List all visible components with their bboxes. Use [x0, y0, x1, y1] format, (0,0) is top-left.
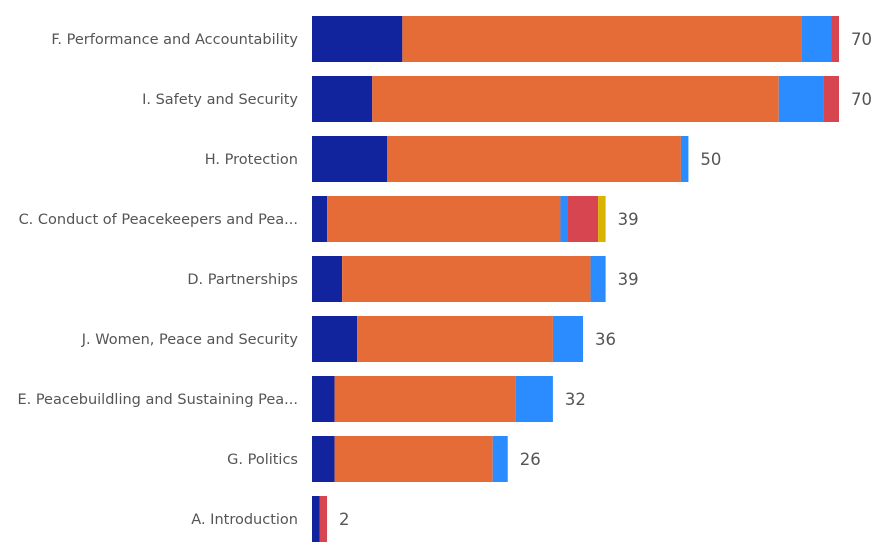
bar-segment-series-1[interactable]: [312, 16, 403, 62]
bar-segment-series-2[interactable]: [342, 256, 591, 302]
total-data-label: 70: [851, 90, 872, 109]
bar-segment-series-4[interactable]: [319, 496, 328, 542]
bar-segment-series-2[interactable]: [334, 436, 493, 482]
bar-segment-series-3[interactable]: [492, 436, 508, 482]
bar-row: H. Protection 50: [205, 136, 721, 182]
bar-segment-series-4[interactable]: [823, 76, 839, 122]
bar-segment-series-3[interactable]: [515, 376, 553, 422]
category-label: I. Safety and Security: [142, 92, 298, 108]
bar-segment-series-3[interactable]: [590, 256, 606, 302]
bar-segment-series-3[interactable]: [560, 196, 568, 242]
bar-segment-series-3[interactable]: [801, 16, 832, 62]
bar-row: J. Women, Peace and Security 36: [81, 316, 616, 362]
bar-segment-series-2[interactable]: [334, 376, 516, 422]
bar-segment-series-4[interactable]: [831, 16, 839, 62]
bar-segment-series-4[interactable]: [567, 196, 599, 242]
bar-segment-series-1[interactable]: [312, 436, 335, 482]
category-label: C. Conduct of Peacekeepers and Pea...: [19, 212, 298, 228]
total-data-label: 70: [851, 30, 872, 49]
bar-row: I. Safety and Security 70: [142, 76, 872, 122]
bar-row: E. Peacebuildling and Sustaining Pea... 3…: [17, 376, 586, 422]
bar-segment-series-5[interactable]: [598, 196, 606, 242]
bar-row: C. Conduct of Peacekeepers and Pea... 39: [19, 196, 639, 242]
bar-segment-series-3[interactable]: [680, 136, 689, 182]
category-label: G. Politics: [227, 452, 298, 468]
bar-segment-series-1[interactable]: [312, 76, 373, 122]
bar-segment-series-1[interactable]: [312, 496, 320, 542]
bar-segment-series-1[interactable]: [312, 136, 388, 182]
total-data-label: 26: [520, 450, 541, 469]
total-data-label: 2: [339, 510, 350, 529]
total-data-label: 39: [618, 210, 639, 229]
bar-segment-series-1[interactable]: [312, 376, 335, 422]
total-data-label: 32: [565, 390, 586, 409]
category-label: J. Women, Peace and Security: [81, 332, 299, 348]
bar-row: F. Performance and Accountability 70: [51, 16, 872, 62]
bar-segment-series-1[interactable]: [312, 196, 328, 242]
bar-segment-series-2[interactable]: [387, 136, 681, 182]
category-label: H. Protection: [205, 152, 298, 168]
bar-row: D. Partnerships 39: [187, 256, 639, 302]
bar-segment-series-1[interactable]: [312, 316, 358, 362]
total-data-label: 39: [618, 270, 639, 289]
bar-row: A. Introduction 2: [191, 496, 350, 542]
bar-segment-series-2[interactable]: [357, 316, 553, 362]
category-label: A. Introduction: [191, 512, 298, 528]
category-label: D. Partnerships: [187, 272, 298, 288]
bar-segment-series-1[interactable]: [312, 256, 343, 302]
category-label: E. Peacebuildling and Sustaining Pea...: [17, 392, 298, 408]
bar-row: G. Politics 26: [227, 436, 541, 482]
bar-segment-series-2[interactable]: [372, 76, 779, 122]
bar-segment-series-3[interactable]: [778, 76, 824, 122]
bar-segment-series-2[interactable]: [402, 16, 802, 62]
bar-segment-series-3[interactable]: [552, 316, 584, 362]
bar-segment-series-2[interactable]: [327, 196, 561, 242]
total-data-label: 36: [595, 330, 616, 349]
total-data-label: 50: [700, 150, 721, 169]
category-label: F. Performance and Accountability: [51, 32, 298, 48]
